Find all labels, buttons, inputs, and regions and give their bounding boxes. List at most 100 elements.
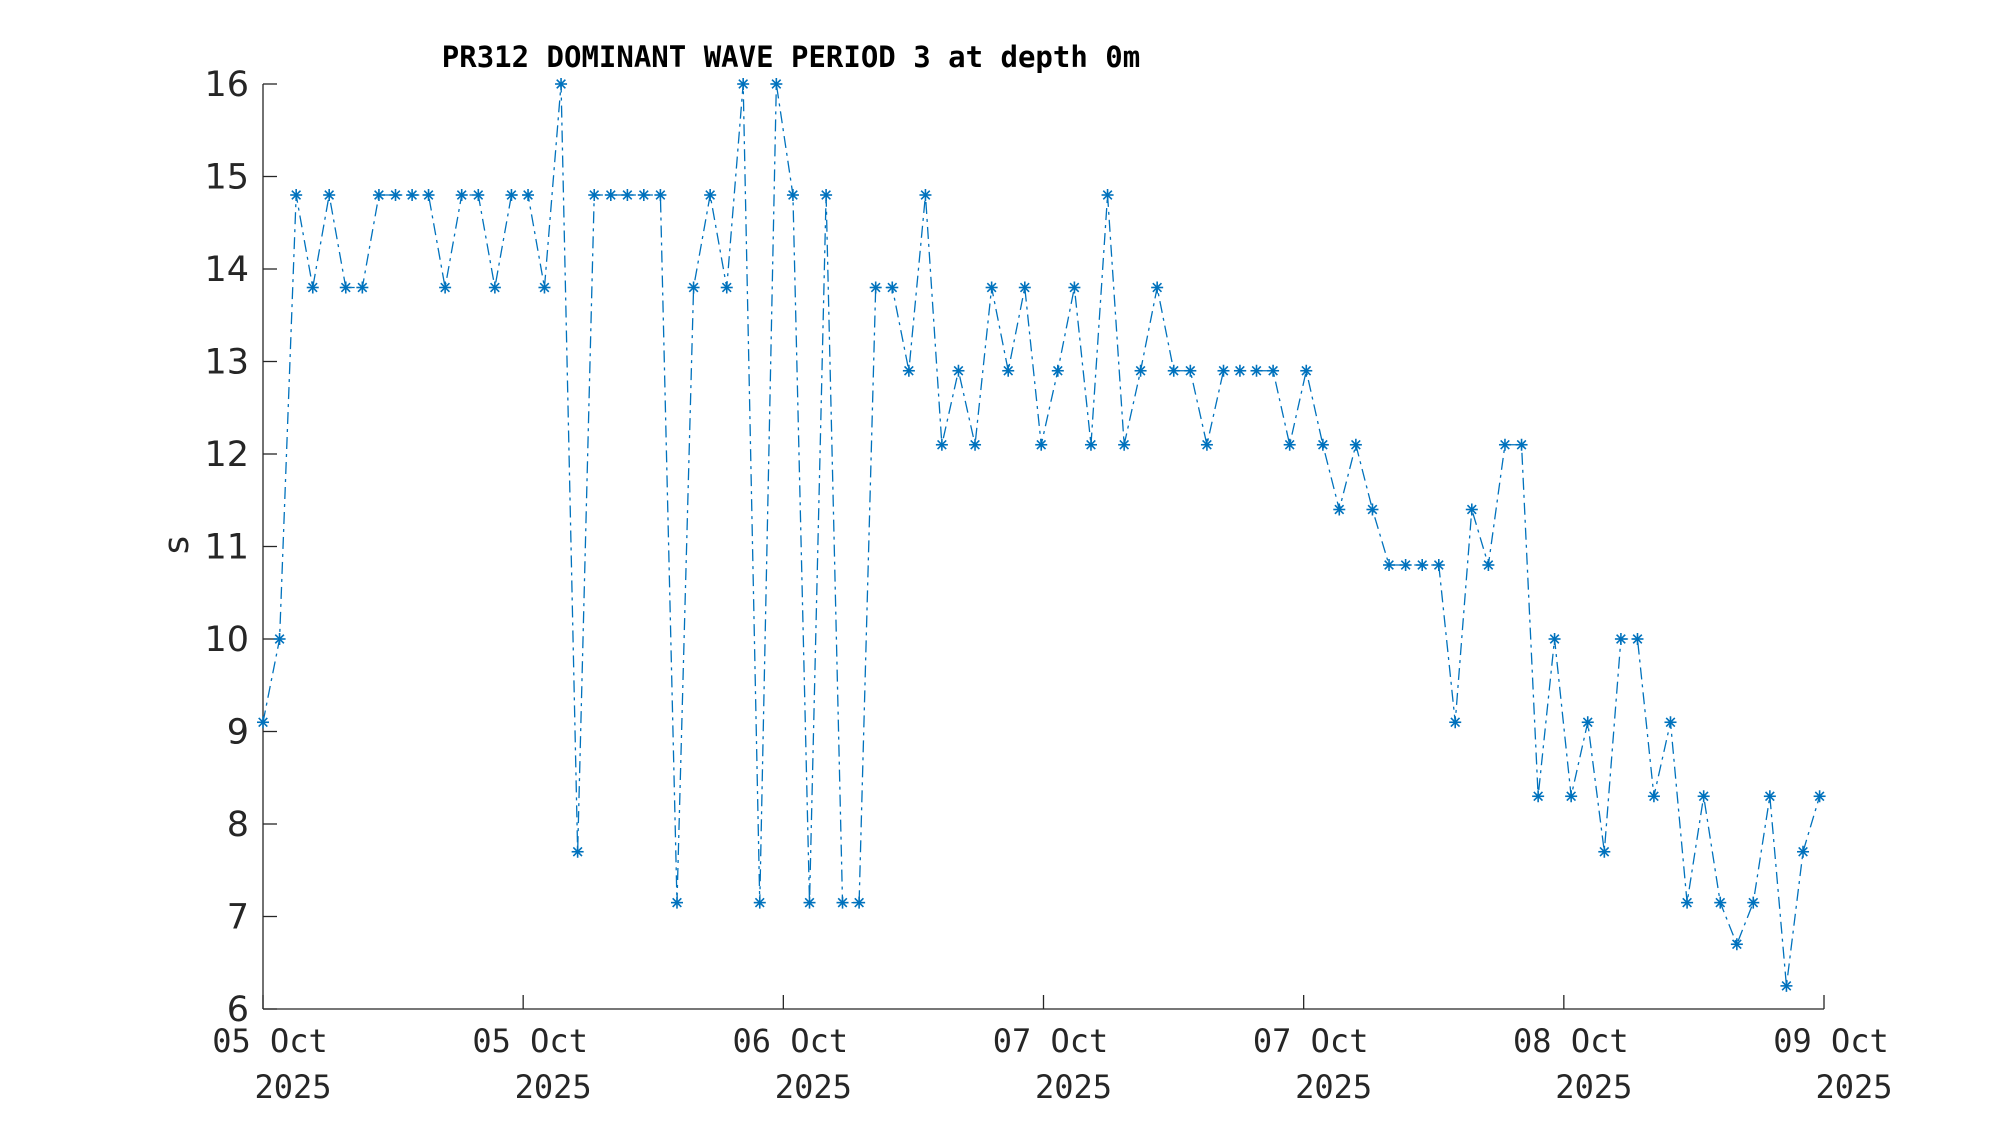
y-tick-label: 6 — [227, 990, 249, 1030]
data-point-marker — [853, 896, 866, 909]
marker-stroke — [754, 897, 765, 908]
marker-stroke — [1003, 365, 1014, 376]
data-point-marker — [737, 78, 750, 90]
data-point-marker — [1035, 438, 1048, 451]
data-point-marker — [1018, 281, 1031, 294]
data-point-marker — [1532, 790, 1545, 803]
data-point-marker — [902, 364, 915, 377]
marker-stroke — [1450, 717, 1461, 728]
marker-stroke — [1566, 791, 1577, 802]
data-point-marker — [571, 845, 584, 858]
data-point-marker — [985, 281, 998, 294]
marker-stroke — [1781, 980, 1792, 991]
data-point-marker — [1598, 845, 1611, 858]
marker-stroke — [274, 634, 285, 644]
y-tick-label: 15 — [204, 158, 249, 198]
y-tick-label: 9 — [227, 713, 249, 753]
marker-stroke — [1317, 439, 1328, 450]
data-point-marker — [704, 189, 717, 201]
data-point-marker — [1681, 896, 1694, 909]
marker-stroke — [1069, 282, 1080, 293]
y-tick-label: 8 — [227, 805, 249, 845]
marker-stroke — [357, 282, 368, 293]
data-point-marker — [406, 189, 419, 201]
marker-stroke — [821, 190, 831, 200]
x-tick-label-year: 2025 — [1295, 1068, 1372, 1106]
marker-stroke — [1251, 365, 1262, 376]
marker-stroke — [423, 190, 434, 200]
data-point-marker — [1134, 364, 1147, 377]
marker-stroke — [1284, 439, 1295, 450]
marker-stroke — [771, 79, 782, 89]
y-tick-label: 12 — [204, 435, 249, 475]
marker-stroke — [920, 190, 931, 200]
x-tick-label-year: 2025 — [515, 1068, 592, 1106]
data-point-marker — [1813, 790, 1826, 803]
data-point-marker — [472, 189, 485, 201]
data-point-marker — [455, 189, 468, 201]
marker-stroke — [1384, 560, 1394, 570]
marker-stroke — [1152, 282, 1163, 293]
marker-stroke — [539, 282, 550, 293]
data-point-marker — [1267, 364, 1280, 377]
data-point-marker — [1101, 189, 1114, 201]
marker-stroke — [672, 897, 682, 908]
data-point-marker — [1631, 633, 1644, 645]
marker-stroke — [1483, 560, 1494, 570]
data-point-marker — [1498, 438, 1511, 451]
marker-stroke — [1698, 791, 1709, 802]
data-point-marker — [1763, 790, 1776, 803]
data-point-marker — [488, 281, 501, 294]
marker-stroke — [1748, 897, 1759, 908]
data-point-marker — [803, 896, 816, 909]
data-point-marker — [1548, 633, 1561, 645]
data-point-marker — [820, 189, 833, 201]
marker-stroke — [1301, 365, 1312, 376]
x-tick-label-year: 2025 — [1555, 1068, 1632, 1106]
marker-stroke — [1350, 439, 1361, 450]
data-point-marker — [588, 189, 601, 201]
data-point-marker — [1714, 896, 1727, 909]
data-point-marker — [356, 281, 369, 294]
marker-stroke — [1466, 504, 1477, 515]
marker-stroke — [705, 190, 716, 200]
marker-stroke — [1665, 717, 1676, 728]
marker-stroke — [1549, 634, 1560, 644]
marker-stroke — [1649, 791, 1659, 802]
data-point-marker — [1383, 559, 1396, 571]
x-tick-label-date: 07 Oct — [1253, 1022, 1369, 1060]
marker-stroke — [1235, 365, 1245, 376]
data-point-marker — [522, 189, 535, 201]
marker-stroke — [1682, 897, 1692, 908]
marker-stroke — [837, 897, 848, 908]
data-point-marker — [1515, 438, 1528, 451]
marker-stroke — [523, 190, 533, 200]
marker-stroke — [1417, 560, 1428, 570]
data-point-marker — [290, 189, 303, 201]
data-point-marker — [422, 189, 435, 201]
data-point-marker — [323, 189, 336, 201]
y-tick-label: 14 — [204, 250, 249, 290]
x-tick-label-date: 05 Oct — [472, 1022, 588, 1060]
data-point-marker — [1797, 845, 1810, 858]
data-point-marker — [339, 281, 352, 294]
x-tick-label-year: 2025 — [1815, 1068, 1892, 1106]
marker-stroke — [788, 190, 798, 200]
marker-stroke — [1036, 439, 1047, 450]
marker-stroke — [970, 439, 980, 450]
data-point-marker — [1449, 716, 1462, 729]
marker-stroke — [622, 190, 633, 200]
x-tick-label-date: 07 Oct — [993, 1022, 1109, 1060]
data-point-marker — [1664, 716, 1677, 729]
data-point-marker — [1084, 438, 1097, 451]
marker-stroke — [688, 282, 699, 293]
marker-stroke — [1814, 791, 1825, 802]
marker-stroke — [638, 190, 649, 200]
marker-stroke — [1119, 439, 1130, 450]
marker-stroke — [953, 365, 964, 376]
data-point-marker — [637, 189, 650, 201]
marker-stroke — [1731, 939, 1742, 950]
y-tick-label: 16 — [204, 65, 249, 105]
data-point-marker — [1432, 559, 1445, 571]
